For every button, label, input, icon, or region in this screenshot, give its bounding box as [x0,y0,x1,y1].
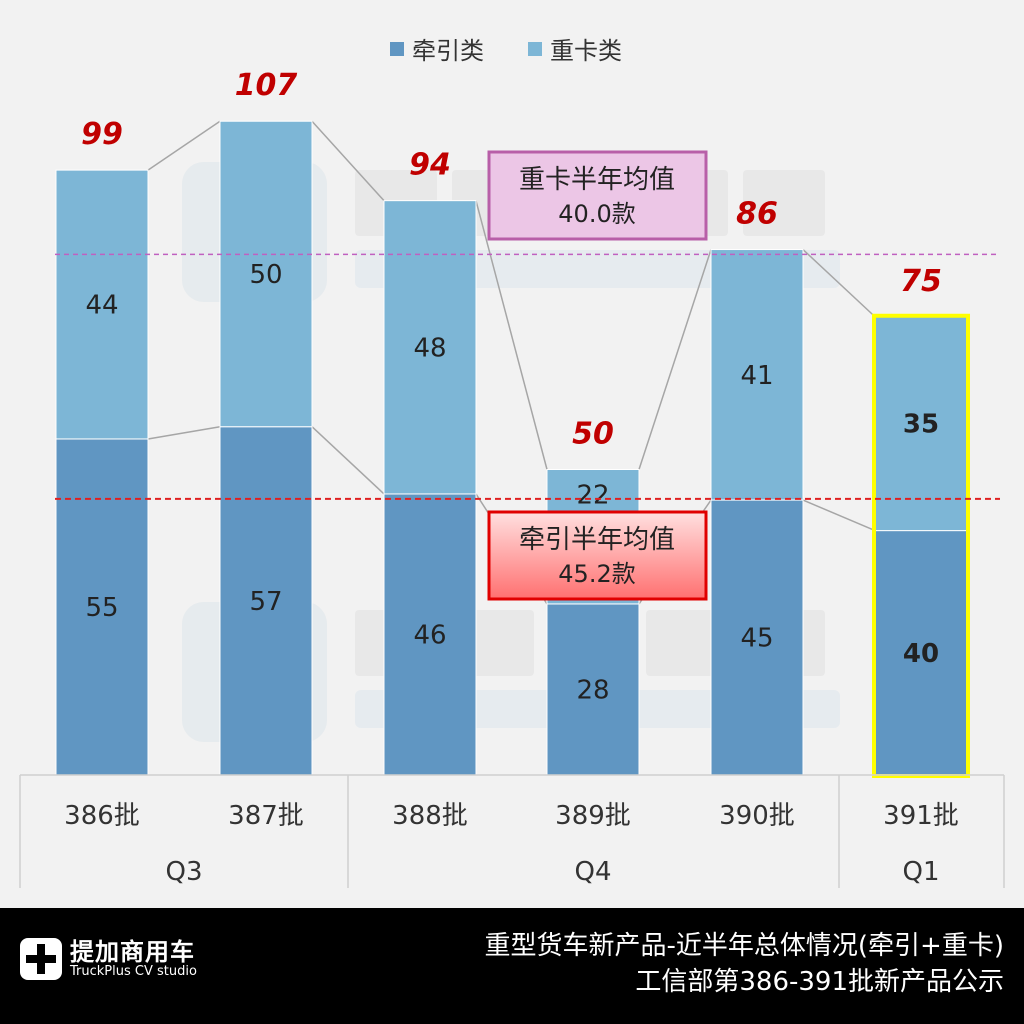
bar-heavy-388批 [383,200,477,495]
footer-title: 重型货车新产品-近半年总体情况(牵引+重卡) [484,931,1004,961]
x-tick-label: 387批 [228,801,304,831]
bar-traction-389批 [546,603,640,776]
logo-cn: 提加商用车 [70,938,195,966]
bar-traction-388批 [383,493,477,776]
brand-logo: 提加商用车 TruckPlus CV studio [20,938,197,980]
x-tick-label: 390批 [719,801,795,831]
x-tick-label: 388批 [392,801,468,831]
data-label-heavy: 35 [903,410,939,440]
heavy-average-box [487,150,708,241]
group-label: Q3 [165,857,202,887]
logo-en: TruckPlus CV studio [70,964,197,979]
total-label: 86 [736,197,778,232]
bar-traction-387批 [219,426,313,776]
data-label-traction: 46 [413,620,446,650]
bar-heavy-387批 [219,120,313,428]
bar-traction-391批 [874,530,968,776]
watermark-glyph-block [743,170,825,236]
footer-subtitle: 工信部第386-391批新产品公示 [635,967,1004,997]
chart-background [0,0,1024,908]
data-label-heavy: 48 [413,333,446,363]
connector-line-traction [147,425,221,440]
x-tick-label: 386批 [64,801,140,831]
legend-label-2: 重卡类 [550,37,622,65]
connector-line-total [475,200,548,470]
data-label-traction: 45 [740,624,773,654]
connector-line-total [147,120,221,171]
bar-heavy-386批 [55,169,149,440]
watermark-glyph-block [646,610,728,676]
data-label-traction: 40 [903,639,939,669]
x-tick-label: 391批 [883,801,959,831]
data-label-traction: 28 [576,675,609,705]
connector-line-total [802,248,876,318]
total-label: 107 [235,68,298,103]
total-label: 99 [81,117,123,152]
connector-line-traction [311,426,385,495]
data-label-traction: 55 [85,593,118,623]
data-label-heavy: 22 [576,481,609,511]
stacked-bar-chart: 牵引类 重卡类 55 44 99 386批 57 50 107 387批 46 48 94 388批 28 2… [0,0,1024,908]
footer: 提加商用车 TruckPlus CV studio 重型货车新产品-近半年总体情… [0,908,1024,1024]
bar-traction-390批 [710,499,804,776]
total-label: 94 [409,148,451,183]
bar-traction-386批 [55,438,149,776]
data-label-heavy: 41 [740,361,773,391]
heavy-average-label: 重卡半年均值 [519,165,675,195]
bar-heavy-390批 [710,249,804,501]
total-label: 75 [900,264,942,299]
data-label-traction: 57 [249,587,282,617]
heavy-average-value: 40.0款 [558,200,635,228]
traction-average-label: 牵引半年均值 [519,525,675,555]
connector-line-total [311,120,385,202]
legend-label-1: 牵引类 [412,37,484,65]
x-tick-label: 389批 [555,801,631,831]
traction-average-box [487,510,708,601]
total-label: 50 [572,417,614,452]
data-label-heavy: 50 [249,260,282,290]
legend-swatch-1 [390,42,404,56]
connector-line-total [638,249,712,470]
group-label: Q1 [902,857,939,887]
connector-line-traction [802,499,876,532]
logo-icon [20,938,62,980]
traction-average-value: 45.2款 [558,560,635,588]
group-label: Q4 [574,857,611,887]
data-label-heavy: 44 [85,291,118,321]
highlight-frame [872,313,970,778]
bar-heavy-391批 [874,316,968,532]
legend-swatch-2 [528,42,542,56]
